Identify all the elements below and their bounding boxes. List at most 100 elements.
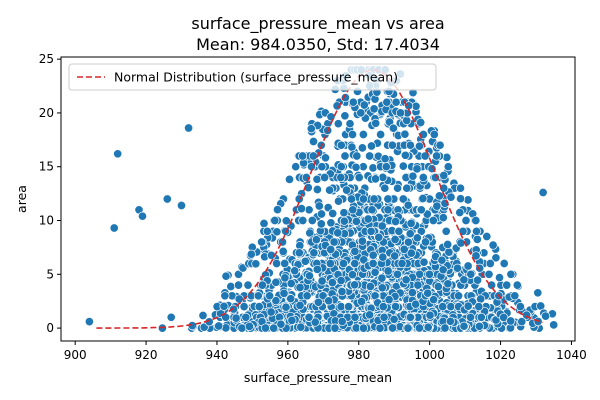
scatter-point: [438, 265, 448, 275]
scatter-point: [506, 316, 516, 326]
scatter-point: [405, 140, 415, 150]
scatter-point: [502, 280, 512, 290]
scatter-point: [320, 172, 330, 183]
scatter-point: [456, 194, 466, 204]
scatter-point: [549, 320, 559, 330]
scatter-point: [378, 252, 388, 262]
scatter-point: [416, 205, 426, 215]
scatter-point: [257, 237, 267, 247]
scatter-point: [287, 315, 297, 325]
scatter-point: [474, 321, 484, 331]
scatter-point: [413, 280, 423, 290]
scatter-point: [312, 264, 322, 274]
legend: Normal Distribution (surface_pressure_me…: [68, 63, 437, 91]
scatter-point: [257, 280, 267, 290]
scatter-point: [390, 251, 400, 261]
scatter-point: [377, 283, 387, 293]
scatter-point: [340, 93, 350, 103]
scatter-point: [484, 269, 494, 279]
scatter-point: [316, 209, 327, 219]
scatter-point: [339, 216, 349, 226]
scatter-point: [506, 269, 516, 279]
scatter-point: [399, 244, 409, 254]
scatter-point: [418, 172, 428, 183]
scatter-point: [377, 221, 387, 231]
scatter-point: [269, 323, 279, 333]
scatter-point: [221, 271, 231, 281]
scatter-point: [347, 129, 358, 140]
scatter-point: [295, 282, 305, 293]
scatter-point: [432, 151, 442, 161]
scatter-point: [304, 312, 314, 322]
scatter-point: [488, 240, 498, 250]
scatter-point: [408, 171, 418, 181]
scatter-point: [414, 323, 424, 333]
scatter-point: [309, 248, 319, 258]
scatter-point: [439, 170, 449, 181]
scatter-point: [304, 205, 314, 215]
scatter-point: [459, 275, 469, 285]
scatter-point: [333, 119, 343, 129]
scatter-point: [313, 297, 323, 307]
scatter-point: [280, 273, 290, 283]
scatter-point: [286, 294, 296, 304]
scatter-point: [365, 151, 375, 161]
normal-curve: [96, 69, 544, 329]
scatter-point: [241, 312, 251, 322]
scatter-point: [403, 323, 413, 333]
scatter-point: [326, 244, 336, 255]
scatter-point: [365, 310, 375, 320]
scatter-point: [463, 195, 473, 205]
scatter-point: [325, 258, 335, 269]
scatter-point: [347, 270, 358, 280]
scatter-point: [446, 302, 456, 312]
scatter-point: [377, 273, 387, 283]
scatter-point: [472, 234, 482, 244]
scatter-point: [376, 129, 386, 140]
y-tick-label: 20: [39, 106, 54, 120]
scatter-point: [384, 295, 394, 305]
scatter-point: [294, 248, 304, 258]
scatter-point: [109, 223, 119, 233]
scatter-point: [383, 194, 393, 204]
scatter-point: [307, 215, 317, 226]
scatter-point: [279, 288, 289, 298]
scatter-point: [382, 97, 392, 107]
scatter-point: [407, 288, 417, 298]
scatter-point: [317, 276, 327, 286]
scatter-point: [406, 248, 416, 258]
plot-frame: [60, 56, 576, 342]
scatter-point: [330, 323, 340, 333]
scatter-point: [251, 259, 261, 269]
scatter-point: [435, 140, 445, 150]
scatter-point: [485, 258, 495, 269]
scatter-point: [368, 163, 378, 173]
scatter-point: [393, 183, 403, 193]
scatter-point: [358, 129, 368, 140]
scatter-point: [388, 123, 398, 133]
scatter-point: [446, 192, 456, 202]
scatter-point: [515, 302, 525, 312]
scatter-point: [419, 257, 429, 267]
scatter-point: [244, 321, 254, 331]
scatter-point: [219, 301, 229, 311]
scatter-point: [402, 183, 412, 193]
scatter-point: [84, 317, 94, 327]
scatter-point: [392, 269, 403, 279]
scatter-point: [430, 172, 440, 183]
x-axis-ticks: 900 920 940 960 980 1000 1020 1040: [64, 341, 587, 362]
scatter-point: [336, 140, 346, 150]
y-axis-ticks: 0 5 10 15 20 25: [39, 52, 61, 335]
scatter-point: [429, 129, 439, 140]
scatter-point: [412, 233, 422, 243]
scatter-point: [366, 226, 376, 236]
scatter-point: [246, 249, 256, 259]
scatter-point: [306, 124, 316, 134]
scatter-point: [359, 100, 369, 110]
scatter-point: [233, 280, 244, 290]
scatter-point: [351, 216, 361, 226]
scatter-point: [284, 174, 295, 184]
chart-title: surface_pressure_mean vs area: [191, 14, 444, 34]
scatter-point: [378, 302, 388, 312]
